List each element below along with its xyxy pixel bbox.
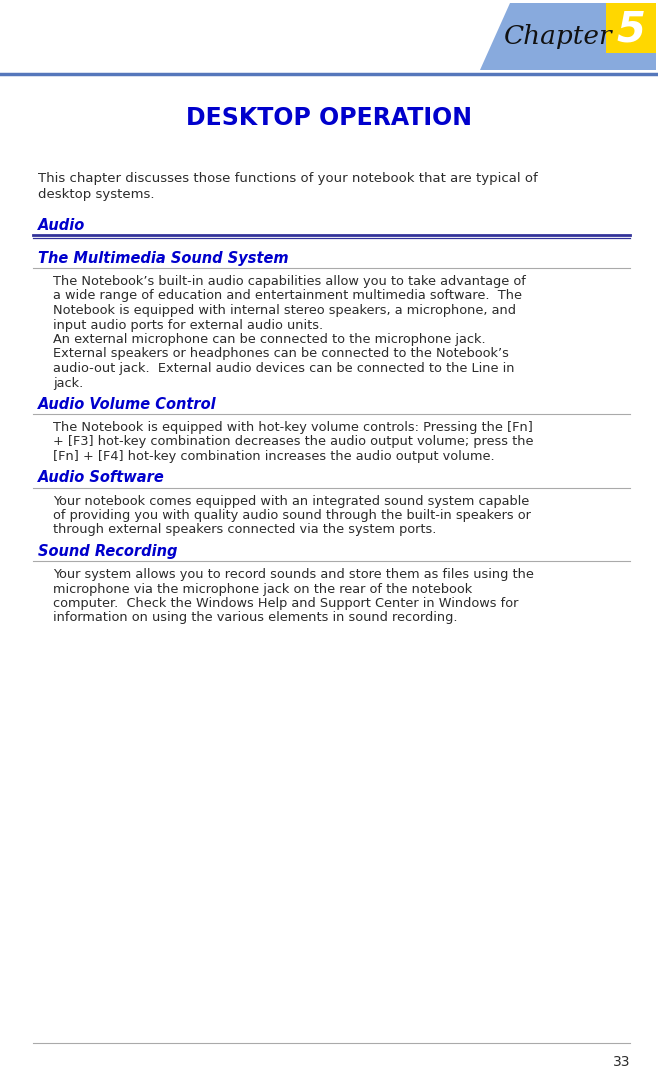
Text: 5: 5 xyxy=(617,9,645,52)
Text: Chapter: Chapter xyxy=(503,24,613,49)
Text: microphone via the microphone jack on the rear of the notebook: microphone via the microphone jack on th… xyxy=(53,583,472,596)
FancyBboxPatch shape xyxy=(606,3,656,53)
Polygon shape xyxy=(480,3,510,70)
Text: + [F3] hot-key combination decreases the audio output volume; press the: + [F3] hot-key combination decreases the… xyxy=(53,436,534,449)
Text: The Notebook is equipped with hot-key volume controls: Pressing the [Fn]: The Notebook is equipped with hot-key vo… xyxy=(53,421,533,433)
Text: jack.: jack. xyxy=(53,377,84,389)
Text: The Notebook’s built-in audio capabilities allow you to take advantage of: The Notebook’s built-in audio capabiliti… xyxy=(53,275,526,288)
Text: a wide range of education and entertainment multimedia software.  The: a wide range of education and entertainm… xyxy=(53,290,522,303)
Text: desktop systems.: desktop systems. xyxy=(38,188,155,201)
Text: Notebook is equipped with internal stereo speakers, a microphone, and: Notebook is equipped with internal stere… xyxy=(53,304,516,317)
Text: [Fn] + [F4] hot-key combination increases the audio output volume.: [Fn] + [F4] hot-key combination increase… xyxy=(53,450,495,464)
Text: Audio Volume Control: Audio Volume Control xyxy=(38,397,216,412)
Text: External speakers or headphones can be connected to the Notebook’s: External speakers or headphones can be c… xyxy=(53,348,509,361)
Text: Audio Software: Audio Software xyxy=(38,470,164,485)
Text: Audio: Audio xyxy=(38,218,86,233)
Text: input audio ports for external audio units.: input audio ports for external audio uni… xyxy=(53,319,323,332)
Text: DESKTOP OPERATION: DESKTOP OPERATION xyxy=(186,106,472,130)
Text: audio-out jack.  External audio devices can be connected to the Line in: audio-out jack. External audio devices c… xyxy=(53,362,515,374)
Text: This chapter discusses those functions of your notebook that are typical of: This chapter discusses those functions o… xyxy=(38,172,538,185)
Text: information on using the various elements in sound recording.: information on using the various element… xyxy=(53,612,457,624)
Text: through external speakers connected via the system ports.: through external speakers connected via … xyxy=(53,524,436,536)
FancyBboxPatch shape xyxy=(480,3,656,70)
Text: of providing you with quality audio sound through the built-in speakers or: of providing you with quality audio soun… xyxy=(53,509,531,521)
Text: 33: 33 xyxy=(613,1055,630,1069)
Text: Sound Recording: Sound Recording xyxy=(38,544,178,559)
Text: Your system allows you to record sounds and store them as files using the: Your system allows you to record sounds … xyxy=(53,568,534,580)
Text: computer.  Check the Windows Help and Support Center in Windows for: computer. Check the Windows Help and Sup… xyxy=(53,597,519,609)
Text: The Multimedia Sound System: The Multimedia Sound System xyxy=(38,251,289,266)
Text: Your notebook comes equipped with an integrated sound system capable: Your notebook comes equipped with an int… xyxy=(53,495,529,508)
Text: An external microphone can be connected to the microphone jack.: An external microphone can be connected … xyxy=(53,333,486,346)
